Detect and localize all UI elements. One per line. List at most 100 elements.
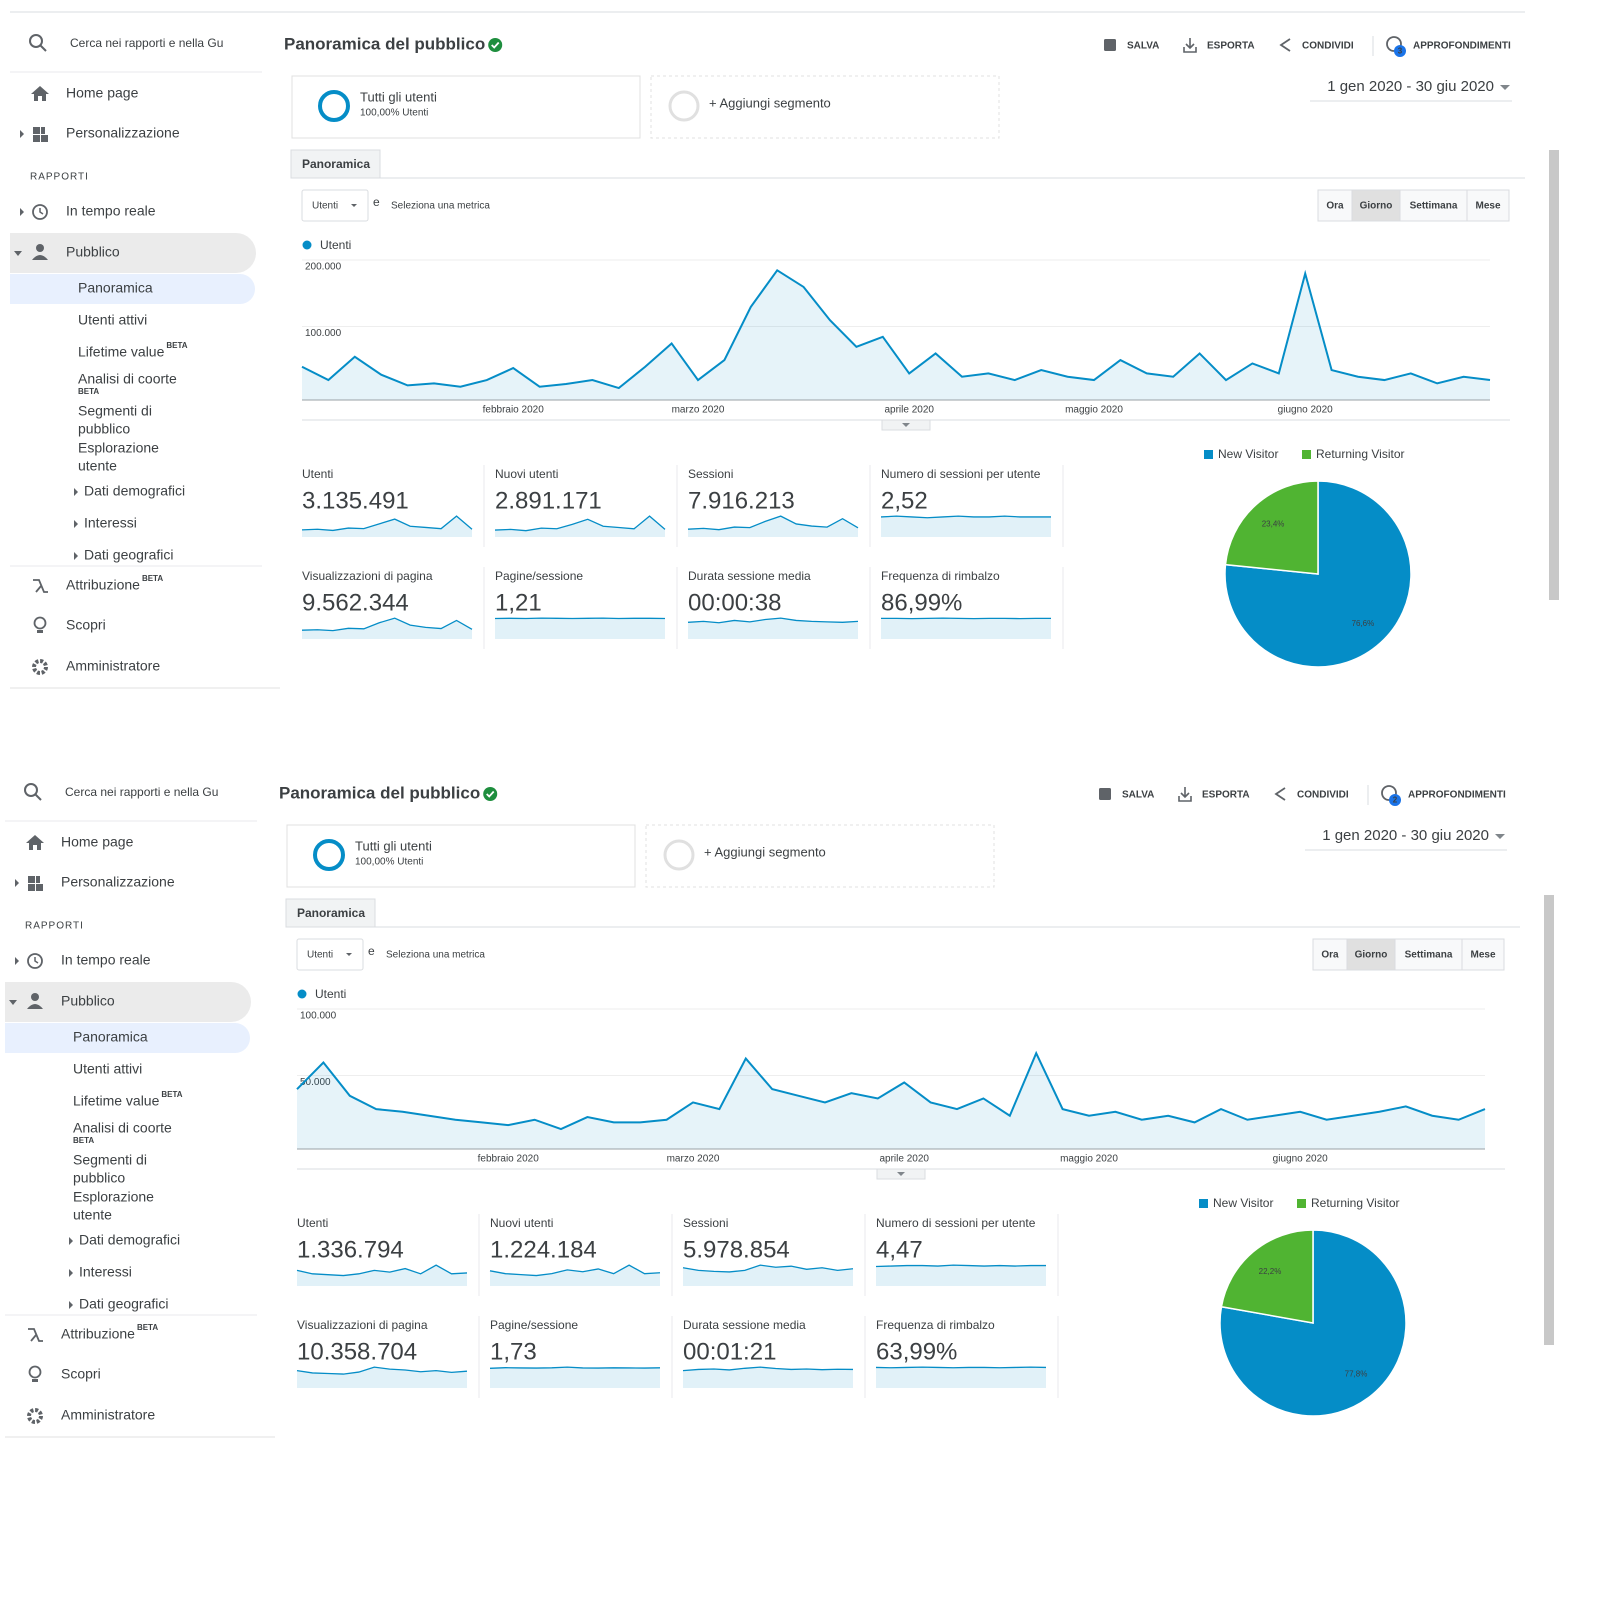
connector: e	[368, 944, 375, 958]
menu-item[interactable]: Dati demografici	[79, 1232, 180, 1248]
metric-label: Pagine/sessione	[490, 1318, 578, 1332]
menu-item[interactable]: Dati geografici	[84, 547, 174, 563]
menu-item[interactable]: Lifetime value	[73, 1093, 160, 1109]
menu-item[interactable]: utente	[73, 1207, 112, 1223]
metric-value: 7.916.213	[688, 487, 795, 514]
bulb-icon	[33, 616, 47, 630]
header-button[interactable]: ESPORTA	[1207, 41, 1255, 52]
metric-dropdown[interactable]	[301, 189, 369, 222]
menu-item[interactable]: Utenti attivi	[78, 312, 147, 328]
add-segment[interactable]	[650, 75, 1000, 139]
menu-item[interactable]: Interessi	[84, 515, 137, 531]
menu-item[interactable]: Dati demografici	[84, 483, 185, 499]
menu-item[interactable]: Panoramica	[78, 280, 153, 296]
tab-label[interactable]: Panoramica	[302, 157, 370, 171]
menu-item[interactable]: Esplorazione	[78, 440, 159, 456]
date-range[interactable]: 1 gen 2020 - 30 giu 2020	[1322, 827, 1489, 844]
expand-arrow	[74, 552, 78, 560]
search-input[interactable]: Cerca nei rapporti e nella Gu	[70, 36, 223, 50]
menu-item[interactable]: Home page	[61, 834, 134, 850]
header-button[interactable]: SALVA	[1122, 790, 1154, 801]
period-button[interactable]	[1399, 189, 1468, 222]
menu-item[interactable]: Panoramica	[73, 1029, 148, 1045]
pie-legend-swatch	[1199, 1199, 1208, 1208]
header-button[interactable]: SALVA	[1127, 41, 1159, 52]
beta-badge: BETA	[161, 1090, 182, 1099]
legend-dot	[297, 989, 307, 999]
menu-item[interactable]: Dati geografici	[79, 1296, 169, 1312]
menu-item[interactable]: pubblico	[73, 1170, 125, 1186]
grid-icon	[33, 135, 40, 142]
pie-legend-label: Returning Visitor	[1316, 447, 1405, 461]
panel: Cerca nei rapporti e nella Gu RAPPORTI Hom…	[5, 783, 1520, 1438]
menu-item[interactable]: Utenti attivi	[73, 1061, 142, 1077]
menu-item[interactable]: In tempo reale	[66, 203, 156, 219]
segment-ring	[313, 839, 345, 871]
period-button[interactable]	[1346, 938, 1396, 971]
period-button[interactable]	[1351, 189, 1401, 222]
menu-item[interactable]: In tempo reale	[61, 952, 151, 968]
sparkline	[494, 515, 666, 532]
sparkline	[489, 1366, 661, 1369]
export-icon	[1183, 38, 1197, 53]
menu-item[interactable]: Scopri	[61, 1366, 101, 1382]
period-button[interactable]	[1394, 938, 1463, 971]
menu-item[interactable]: pubblico	[78, 421, 130, 437]
period-button[interactable]	[1312, 938, 1348, 971]
menu-item[interactable]: Home page	[66, 85, 139, 101]
sparkline	[687, 617, 859, 624]
menu-item[interactable]: Personalizzazione	[61, 874, 175, 890]
tab-label[interactable]: Panoramica	[297, 906, 365, 920]
pie-value-label: 23,4%	[1262, 519, 1285, 528]
menu-item[interactable]: Attribuzione	[66, 577, 140, 593]
header-button[interactable]: ESPORTA	[1202, 790, 1250, 801]
search-input[interactable]: Cerca nei rapporti e nella Gu	[65, 785, 218, 799]
menu-item[interactable]: Personalizzazione	[66, 125, 180, 141]
period-button[interactable]	[1461, 938, 1505, 971]
sparkline-area	[688, 516, 858, 537]
period-button[interactable]	[1466, 189, 1510, 222]
period-label: Giorno	[1355, 950, 1388, 961]
metric-link[interactable]: Seleziona una metrica	[386, 950, 485, 961]
legend-label: Utenti	[315, 987, 346, 1001]
menu-item[interactable]: Amministratore	[61, 1407, 155, 1423]
expand-arrow	[15, 957, 19, 965]
metric-link[interactable]: Seleziona una metrica	[391, 201, 490, 212]
metric-dropdown[interactable]	[296, 938, 364, 971]
date-range[interactable]: 1 gen 2020 - 30 giu 2020	[1327, 78, 1494, 95]
menu-item[interactable]: Segmenti di	[73, 1152, 147, 1168]
header-button[interactable]: CONDIVIDI	[1302, 41, 1354, 52]
clock-icon	[32, 204, 48, 220]
menu-item[interactable]: Lifetime value	[78, 344, 165, 360]
menu-item[interactable]: Analisi di coorte	[73, 1120, 172, 1136]
menu-item[interactable]: Amministratore	[66, 658, 160, 674]
menu-item[interactable]: Analisi di coorte	[78, 371, 177, 387]
sparkline-area	[297, 1367, 467, 1388]
header-button[interactable]: CONDIVIDI	[1297, 790, 1349, 801]
metric-label: Pagine/sessione	[495, 569, 583, 583]
expand-arrow	[74, 520, 78, 528]
attribution-icon	[28, 1328, 43, 1342]
dropdown-caret	[351, 204, 357, 207]
period-label: Settimana	[1410, 201, 1458, 212]
metric-value: 10.358.704	[297, 1338, 417, 1365]
header-button[interactable]: APPROFONDIMENTI	[1413, 41, 1511, 52]
segment-name: Tutti gli utenti	[355, 838, 432, 853]
menu-item[interactable]: Scopri	[66, 617, 106, 633]
menu-item[interactable]: Interessi	[79, 1264, 132, 1280]
tab	[290, 149, 381, 179]
add-segment[interactable]	[645, 824, 995, 888]
metric-label: Visualizzazioni di pagina	[302, 569, 433, 583]
menu-item[interactable]: Segmenti di	[78, 403, 152, 419]
sparkline	[296, 1366, 468, 1375]
menu-item[interactable]: Attribuzione	[61, 1326, 135, 1342]
search-icon	[29, 34, 43, 48]
menu-item[interactable]: utente	[78, 458, 117, 474]
menu-item[interactable]: Pubblico	[61, 993, 115, 1009]
period-label: Ora	[1321, 950, 1339, 961]
header-button[interactable]: APPROFONDIMENTI	[1408, 790, 1506, 801]
metric-value: 2,52	[881, 487, 928, 514]
x-tick-label: giugno 2020	[1273, 1154, 1328, 1165]
menu-item[interactable]: Pubblico	[66, 244, 120, 260]
menu-item[interactable]: Esplorazione	[73, 1189, 154, 1205]
